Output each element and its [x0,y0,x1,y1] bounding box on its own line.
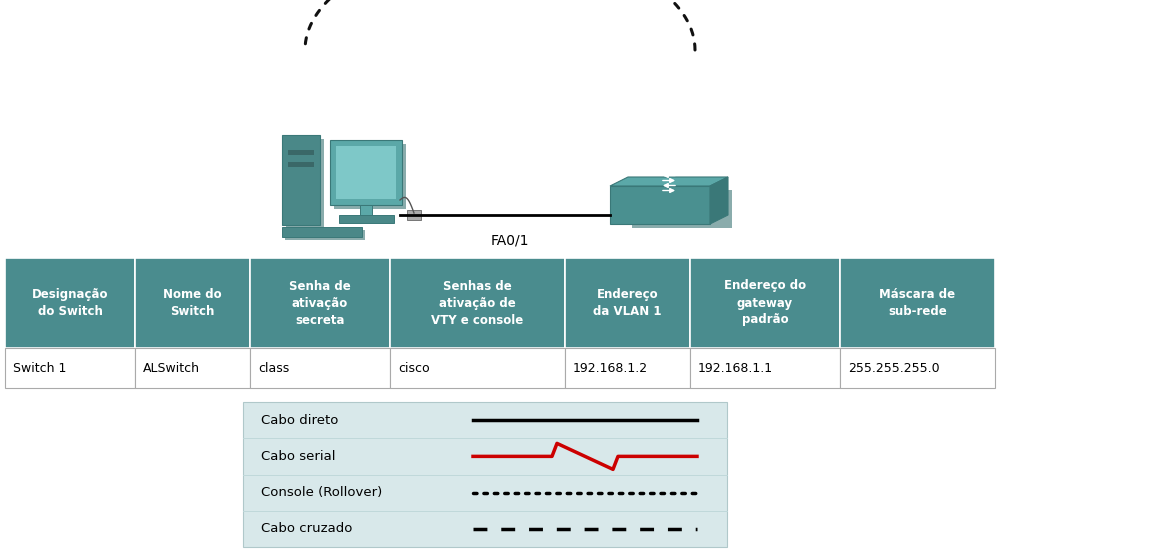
FancyBboxPatch shape [135,258,250,348]
Text: 192.168.1.2: 192.168.1.2 [573,362,649,374]
FancyBboxPatch shape [840,348,995,388]
Text: Nome do
Switch: Nome do Switch [163,288,222,318]
Text: Endereço
da VLAN 1: Endereço da VLAN 1 [593,288,661,318]
Text: Endereço do
gateway
padrão: Endereço do gateway padrão [724,279,806,326]
Polygon shape [336,146,397,199]
Text: Designação
do Switch: Designação do Switch [31,288,109,318]
Polygon shape [286,230,365,240]
Polygon shape [334,144,406,209]
Polygon shape [288,162,314,167]
Polygon shape [632,190,732,228]
Polygon shape [360,205,372,215]
Text: Cabo serial: Cabo serial [261,450,335,463]
FancyBboxPatch shape [690,348,840,388]
FancyBboxPatch shape [690,258,840,348]
FancyBboxPatch shape [565,258,690,348]
FancyBboxPatch shape [250,348,390,388]
Text: ALSwitch: ALSwitch [143,362,200,374]
Text: Senha de
ativação
secreta: Senha de ativação secreta [289,279,351,326]
Polygon shape [610,177,728,186]
Polygon shape [610,186,710,224]
Text: Cabo direto: Cabo direto [261,413,339,427]
FancyBboxPatch shape [5,348,135,388]
FancyBboxPatch shape [243,402,727,547]
Text: cisco: cisco [398,362,430,374]
Text: FA0/1: FA0/1 [491,233,529,247]
FancyBboxPatch shape [565,348,690,388]
FancyBboxPatch shape [390,348,565,388]
Polygon shape [286,139,324,229]
FancyBboxPatch shape [840,258,995,348]
Text: Cabo cruzado: Cabo cruzado [261,522,353,535]
Text: 255.255.255.0: 255.255.255.0 [849,362,940,374]
Polygon shape [329,140,402,205]
Polygon shape [407,210,421,220]
Text: Switch 1: Switch 1 [13,362,66,374]
FancyBboxPatch shape [135,348,250,388]
Text: 192.168.1.1: 192.168.1.1 [698,362,773,374]
Polygon shape [288,150,314,155]
Polygon shape [339,215,393,223]
FancyBboxPatch shape [390,258,565,348]
Text: Máscara de
sub-rede: Máscara de sub-rede [880,288,956,318]
Text: Console (Rollover): Console (Rollover) [261,486,383,499]
Text: class: class [258,362,289,374]
Text: Senhas de
ativação de
VTY e console: Senhas de ativação de VTY e console [431,279,524,326]
Polygon shape [282,135,320,225]
FancyBboxPatch shape [5,258,135,348]
FancyBboxPatch shape [250,258,390,348]
Polygon shape [282,227,362,237]
Polygon shape [710,177,728,224]
